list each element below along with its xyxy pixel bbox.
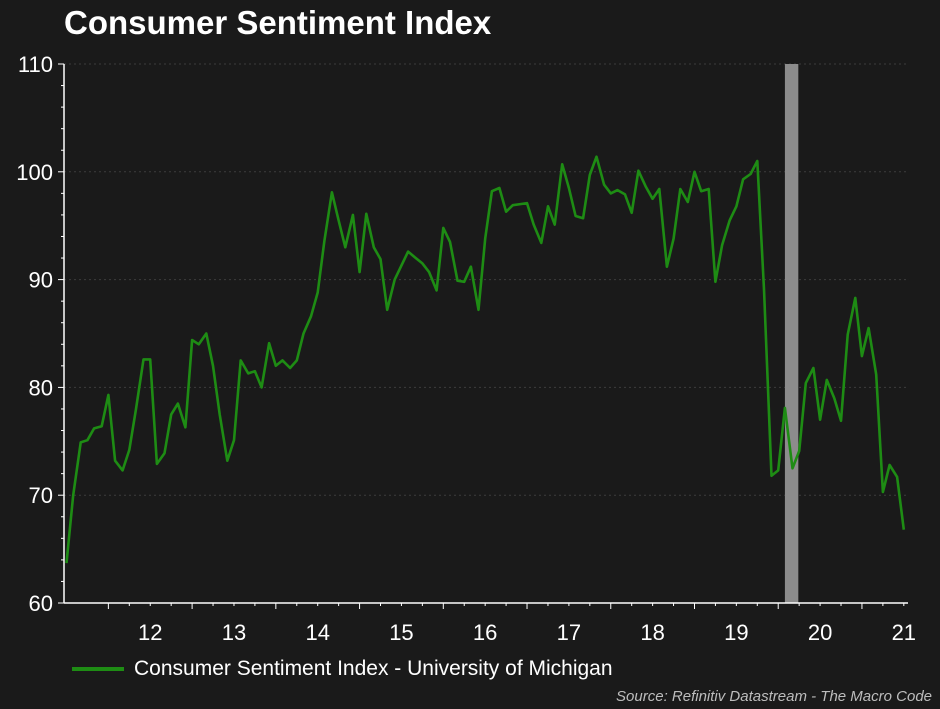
y-tick-label: 70: [29, 483, 53, 508]
y-tick-label: 100: [16, 160, 53, 185]
y-tick-label: 90: [29, 268, 53, 293]
grid-lines: [64, 63, 908, 496]
chart-title: Consumer Sentiment Index: [64, 4, 492, 41]
axes: [63, 64, 908, 604]
legend: Consumer Sentiment Index - University of…: [72, 657, 613, 681]
source-note: Source: Refinitiv Datastream - The Macro…: [616, 688, 932, 705]
x-tick-label: 17: [557, 620, 581, 645]
x-tick-label: 19: [724, 620, 748, 645]
series-line-0: [65, 155, 906, 564]
shaded-bar: [784, 64, 799, 603]
x-tick-label: 12: [138, 620, 162, 645]
y-tick-label: 110: [18, 52, 53, 77]
legend-label: Consumer Sentiment Index - University of…: [134, 657, 613, 680]
series-layer: [65, 155, 906, 564]
x-tick-label: 14: [305, 620, 329, 645]
x-tick-label: 18: [640, 620, 664, 645]
x-tick-label: 20: [808, 620, 832, 645]
x-tick-label: 16: [473, 620, 497, 645]
shaded-period: [784, 64, 799, 603]
y-tick-label: 60: [29, 591, 53, 616]
x-axis-ticks: 12 13 14 15 16 17 18 19 20 21: [107, 603, 916, 645]
x-tick-label: 15: [389, 620, 413, 645]
legend-swatch: [72, 667, 124, 671]
y-tick-label: 80: [29, 375, 53, 400]
x-tick-label: 21: [892, 620, 916, 645]
y-axis-ticks: 60 70 80 90 100 110: [16, 52, 64, 616]
x-tick-label: 13: [222, 620, 246, 645]
